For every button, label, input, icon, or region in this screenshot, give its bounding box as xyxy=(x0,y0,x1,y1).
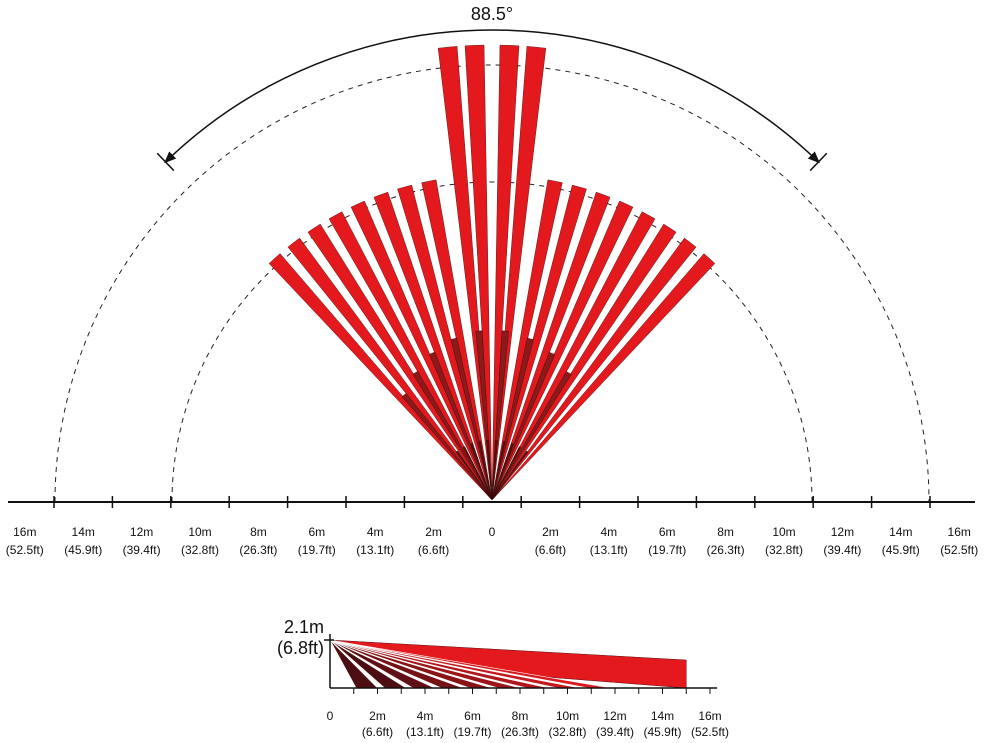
beam xyxy=(287,237,493,501)
tick-label: 16m xyxy=(948,525,971,539)
tick-label: (19.7ft) xyxy=(298,543,336,557)
tick-label: 6m xyxy=(659,525,676,539)
height-label: 2.1m xyxy=(284,617,324,637)
tick-label: (6.6ft) xyxy=(535,543,566,557)
beam xyxy=(350,200,493,501)
beam xyxy=(491,184,587,501)
tick-label: 6m xyxy=(464,709,481,723)
beam xyxy=(491,440,506,501)
beam xyxy=(491,211,656,501)
tick-label: (26.3ft) xyxy=(501,725,539,739)
tick-label: 8m xyxy=(717,525,734,539)
angle-label: 88.5° xyxy=(471,4,513,24)
tick-label: (52.5ft) xyxy=(6,543,44,557)
beam xyxy=(397,184,493,501)
tick-label: 4m xyxy=(417,709,434,723)
tick-label: (32.8ft) xyxy=(181,543,219,557)
beam xyxy=(462,446,493,501)
top-view: 88.5° 16m (52.5ft) 14m (45.9ft) 12m (39.4ft) 10… xyxy=(6,2,978,557)
beam xyxy=(491,446,522,501)
beam xyxy=(491,330,509,501)
tick-label: (32.8ft) xyxy=(765,543,803,557)
tick-label: 14m xyxy=(889,525,912,539)
angle-arrow xyxy=(164,29,493,164)
angle-limit xyxy=(156,152,175,172)
tick-label: (6.6ft) xyxy=(418,543,449,557)
tick-label: (52.5ft) xyxy=(691,725,729,739)
tick-label: (39.4ft) xyxy=(823,543,861,557)
tick-label: 10m xyxy=(188,525,211,539)
tick-label: (45.9ft) xyxy=(64,543,102,557)
tick-label: 2m xyxy=(369,709,386,723)
tick-label: 6m xyxy=(308,525,325,539)
tick-label: 12m xyxy=(831,525,854,539)
tick-label: (26.3ft) xyxy=(707,543,745,557)
tick-label: 14m xyxy=(651,709,674,723)
beam xyxy=(455,450,493,501)
tick-label: (6.6ft) xyxy=(362,725,393,739)
tick-label: 2m xyxy=(542,525,559,539)
tick-label: 0 xyxy=(489,525,496,539)
height-label: (6.8ft) xyxy=(277,638,324,658)
beam xyxy=(470,443,493,501)
tick-label: (19.7ft) xyxy=(453,725,491,739)
beam xyxy=(491,443,514,501)
beam xyxy=(491,371,572,501)
beam xyxy=(491,191,611,501)
tick-label: (45.9ft) xyxy=(643,725,681,739)
tick-label: 8m xyxy=(512,709,529,723)
beam xyxy=(491,223,677,501)
beam xyxy=(491,46,547,501)
tick-label: 4m xyxy=(367,525,384,539)
beam xyxy=(491,439,498,501)
beam xyxy=(478,440,493,501)
tick-label: 14m xyxy=(72,525,95,539)
tick-label: 8m xyxy=(250,525,267,539)
label-bg xyxy=(450,2,534,26)
range-arc xyxy=(54,64,930,503)
beam xyxy=(307,223,493,501)
tick-label: (32.8ft) xyxy=(548,725,586,739)
angle-limit xyxy=(809,152,828,172)
beam xyxy=(437,46,493,501)
beam xyxy=(491,337,534,501)
beam xyxy=(412,370,493,501)
beam xyxy=(429,351,493,501)
tick-label: (39.4ft) xyxy=(123,543,161,557)
tick-label: 16m xyxy=(13,525,36,539)
tick-label: 4m xyxy=(600,525,617,539)
tick-label: (26.3ft) xyxy=(239,543,277,557)
beam xyxy=(450,337,493,501)
tick-label: 12m xyxy=(603,709,626,723)
beam xyxy=(268,253,493,501)
tick-label: (52.5ft) xyxy=(940,543,978,557)
tick-label: 12m xyxy=(130,525,153,539)
tick-label: 10m xyxy=(772,525,795,539)
tick-label: (19.7ft) xyxy=(648,543,686,557)
tick-label: (13.1ft) xyxy=(590,543,628,557)
side-view: 2.1m(6.8ft) 0 2m (6.6ft) 4m (13.1ft) 6m (19.7ft… xyxy=(277,617,729,739)
beam xyxy=(328,211,493,501)
tick-label: (13.1ft) xyxy=(356,543,394,557)
tick-label: (13.1ft) xyxy=(406,725,444,739)
beam xyxy=(491,253,716,501)
tick-label: 2m xyxy=(425,525,442,539)
beam xyxy=(401,393,493,501)
beam xyxy=(486,439,493,501)
beam xyxy=(491,237,697,501)
beam xyxy=(491,200,634,501)
tick-label: (45.9ft) xyxy=(882,543,920,557)
beam xyxy=(475,330,493,501)
beam xyxy=(491,351,556,501)
tick-label: 0 xyxy=(327,709,334,723)
tick-label: 16m xyxy=(698,709,721,723)
beam xyxy=(491,450,529,501)
tick-label: 10m xyxy=(556,709,579,723)
range-arc xyxy=(171,181,813,503)
angle-arrow xyxy=(491,29,820,164)
tick-label: (39.4ft) xyxy=(596,725,634,739)
